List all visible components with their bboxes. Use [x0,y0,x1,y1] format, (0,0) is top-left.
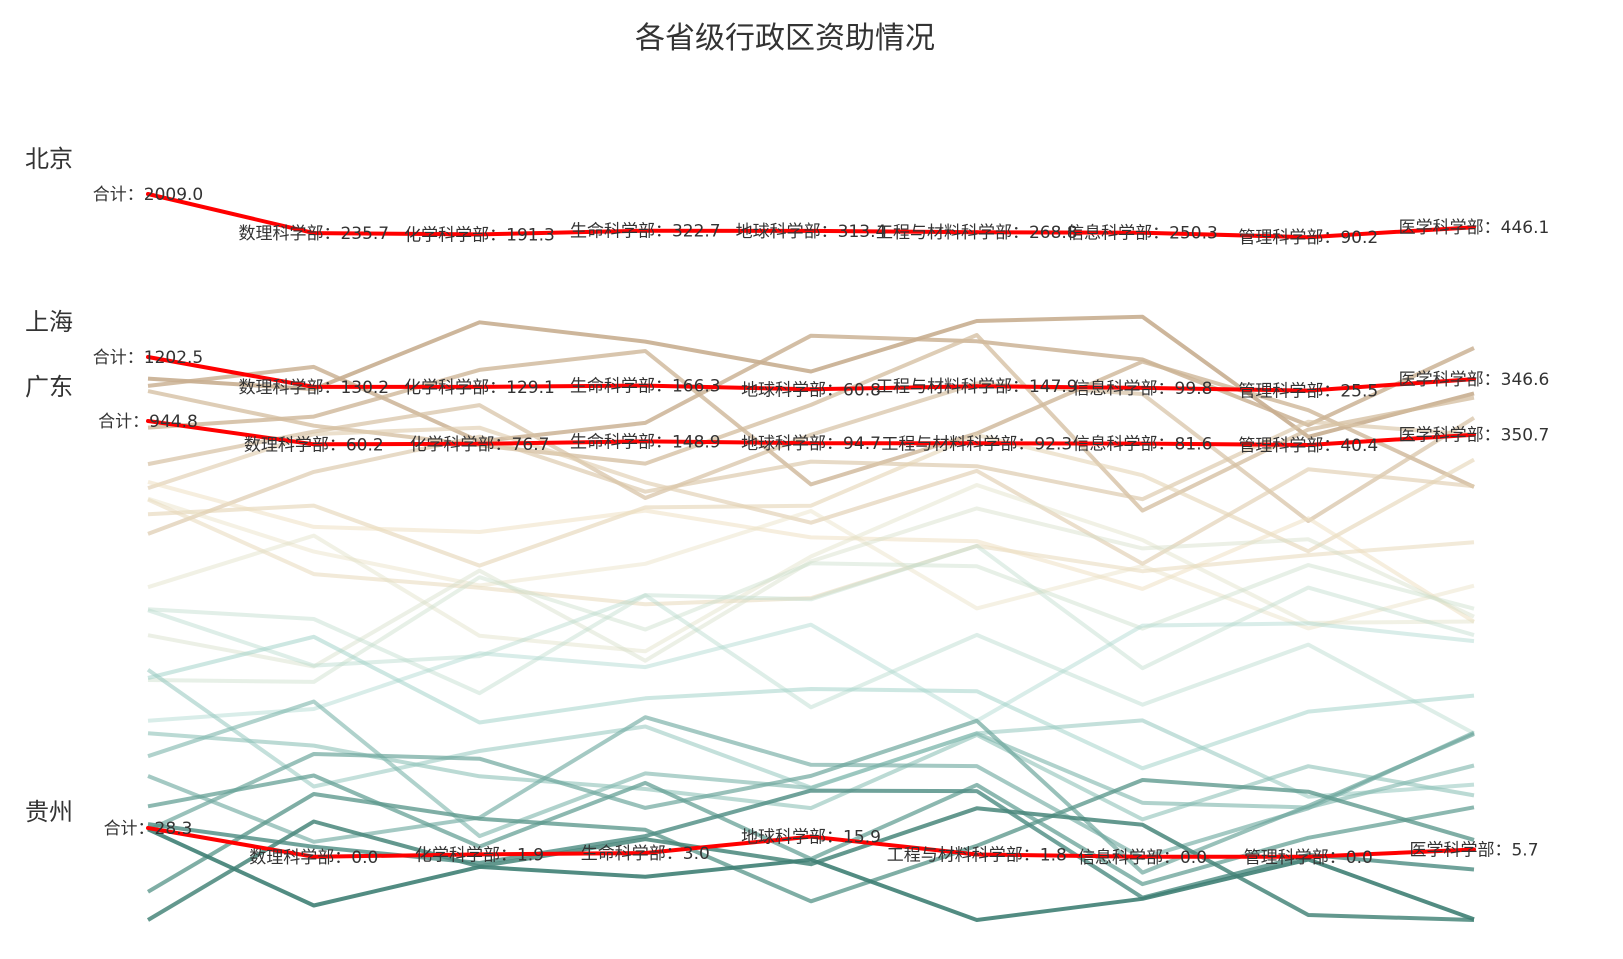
province-label: 北京 [25,145,73,173]
highlight-segment [1306,225,1476,240]
point-label: 化学科学部：129.1 [404,378,555,398]
point-label: 合计：944.8 [98,412,198,432]
background-line [147,718,1475,875]
point-label: 生命科学部：3.0 [581,844,710,864]
background-line [147,561,1475,684]
background-line [147,433,1475,568]
point-label: 管理科学部：40.4 [1238,436,1378,456]
background-lines [146,314,1476,922]
highlight-segment [1140,385,1311,393]
background-line [147,479,1476,624]
background-line [146,778,1475,904]
point-label: 地球科学部：15.9 [741,828,881,848]
highlight-segment [477,383,648,389]
highlight-lines [146,192,1476,859]
background-line [147,419,1475,536]
point-label: 工程与材料科学部：268.8 [876,223,1078,243]
highlight-segment [809,384,979,392]
point-label: 信息科学部：250.3 [1067,224,1218,244]
point-label: 数理科学部：60.2 [244,435,384,455]
background-line [147,593,1475,736]
point-label: 医学科学部：346.6 [1399,370,1550,390]
background-line [147,333,1475,444]
highlight-segment [1306,432,1476,447]
background-line [147,349,1475,489]
background-line [147,506,1475,669]
background-line [147,497,1475,607]
point-label: 数理科学部：130.2 [238,378,389,398]
background-line [147,483,1475,654]
background-line [147,699,1475,839]
background-line [147,621,1475,723]
point-label: 信息科学部：0.0 [1078,848,1207,868]
point-label: 化学科学部：191.3 [404,225,555,245]
highlight-segment [477,851,648,857]
point-label: 化学科学部：76.7 [410,435,550,455]
highlight-segment [146,826,316,859]
province-label: 贵州 [25,798,73,826]
highlight-segment [643,439,813,446]
highlight-segment [643,383,813,392]
province-label: 上海 [25,308,73,336]
point-label: 信息科学部：99.8 [1073,379,1213,399]
highlight-segment [809,834,979,857]
highlight-segment [311,852,482,859]
background-line [147,543,1475,696]
point-label: 医学科学部：350.7 [1399,426,1550,446]
point-label: 生命科学部：322.7 [570,222,721,242]
highlight-segment [809,228,979,235]
highlight-segment [1140,441,1311,447]
highlight-segment [477,439,648,446]
point-label: 地球科学部：313.4 [736,222,887,242]
background-line [147,827,1475,922]
point-label: 化学科学部：1.9 [415,845,544,865]
point-label: 数理科学部：0.0 [249,848,378,868]
highlight-segment [146,192,316,236]
point-label: 合计：2009.0 [93,185,203,205]
point-label: 地球科学部：94.7 [741,434,881,454]
point-label: 合计：28.3 [104,819,193,839]
highlight-segment [1140,230,1311,240]
highlight-segment [974,230,1145,235]
province-label: 广东 [25,373,73,401]
background-line [147,634,1475,771]
highlight-segment [974,852,1145,859]
highlight-segment [477,228,648,237]
highlight-segment [1306,377,1476,393]
point-label: 管理科学部：25.5 [1238,382,1378,402]
point-label: 生命科学部：148.9 [570,432,721,452]
point-label: 工程与材料科学部：92.3 [881,434,1072,454]
background-line [147,788,1475,900]
point-label: 合计：1202.5 [93,348,203,368]
point-label: 生命科学部：166.3 [570,377,721,397]
point-label: 医学科学部：5.7 [1409,841,1538,861]
highlight-segment [311,231,482,237]
point-label: 数理科学部：235.7 [238,224,389,244]
point-label: 地球科学部：60.8 [741,380,881,400]
background-line [147,425,1475,566]
highlight-segment [1306,847,1476,859]
point-labels: 合计：2009.0 数理科学部：235.7 化学科学部：191.3 生命科学部：322… [93,185,1550,868]
chart-title: 各省级行政区资助情况 [635,21,935,56]
background-line [147,381,1476,523]
highlight-segment [146,419,316,447]
highlight-segment [146,355,316,389]
background-line [146,806,1475,922]
point-label: 工程与材料科学部：147.9 [876,377,1078,397]
background-line [147,496,1475,631]
highlight-segment [311,441,482,447]
point-label: 管理科学部：0.0 [1244,848,1373,868]
point-label: 工程与材料科学部：1.8 [887,846,1067,866]
point-label: 信息科学部：81.6 [1073,435,1213,455]
highlight-segment [974,384,1145,390]
point-label: 医学科学部：446.1 [1399,218,1550,238]
highlight-segment [643,834,813,855]
background-line [147,314,1475,439]
background-line [147,715,1475,860]
point-label: 管理科学部：90.2 [1238,228,1378,248]
